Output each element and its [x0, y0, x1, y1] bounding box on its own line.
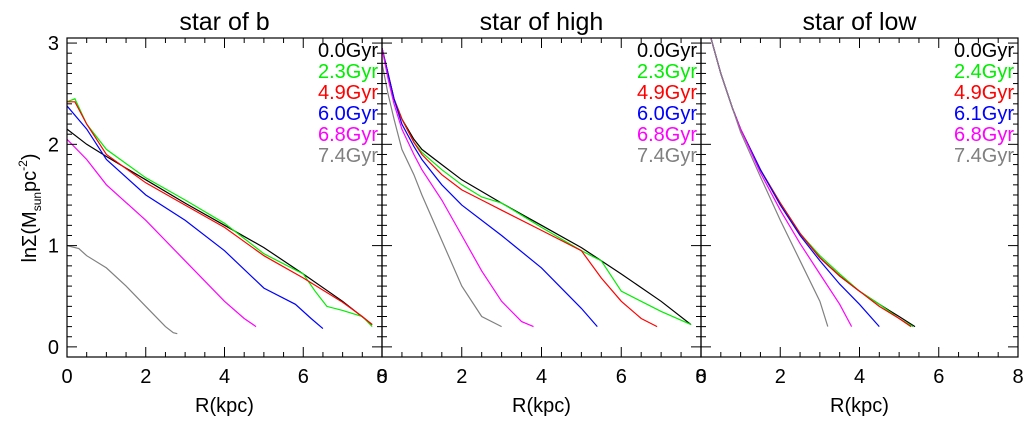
x-tick-label: 8 — [1012, 366, 1023, 388]
series-line-7.4Gyr — [710, 38, 829, 327]
legend-entry-7.4Gyr: 7.4Gyr — [954, 145, 1014, 167]
legend-entry-0.0Gyr: 0.0Gyr — [318, 40, 378, 62]
x-tick-label: 0 — [695, 366, 706, 388]
legend-entry-6.8Gyr: 6.8Gyr — [637, 124, 697, 146]
series-line-4.9Gyr — [382, 47, 658, 328]
x-tick-label: 2 — [140, 366, 151, 388]
series-line-2.4Gyr — [710, 38, 914, 328]
legend-entry-6.8Gyr: 6.8Gyr — [954, 124, 1014, 146]
y-tick-label: 2 — [48, 134, 59, 156]
series-line-6.1Gyr — [710, 38, 880, 327]
y-tick-label: 1 — [48, 236, 59, 258]
panel-2: 0 2 4 6 8 star of high R(kpc) 0.0Gyr2.3Gyr4.9Gy… — [376, 8, 706, 417]
legend-entry-7.4Gyr: 7.4Gyr — [637, 145, 697, 167]
legend-entry-4.9Gyr: 4.9Gyr — [637, 82, 697, 104]
x-tick-label: 6 — [298, 366, 309, 388]
y-tick-label: 3 — [48, 33, 59, 55]
x-tick-label: 4 — [536, 366, 547, 388]
y-axis-label: lnΣ(Msunpc-2) — [16, 153, 44, 262]
x-tick-label: 8 — [695, 366, 706, 388]
series-line-6.8Gyr — [67, 138, 257, 328]
series-line-6.8Gyr — [710, 38, 853, 327]
series-line-6.8Gyr — [382, 47, 534, 328]
x-tick-label: 4 — [854, 366, 865, 388]
series-lines — [67, 98, 373, 335]
series-lines — [710, 38, 916, 328]
legend-entry-2.3Gyr: 2.3Gyr — [637, 61, 697, 83]
legend-entry-2.4Gyr: 2.4Gyr — [954, 61, 1014, 83]
panel-3: 0 2 4 6 8 star of low R(kpc) 0.0Gyr2.4Gyr4.9Gyr… — [695, 8, 1023, 417]
legend-entry-6.8Gyr: 6.8Gyr — [318, 124, 378, 146]
x-axis-label: R(kpc) — [512, 395, 571, 417]
series-line-6.0Gyr — [67, 105, 324, 330]
series-line-0.0Gyr — [67, 128, 373, 326]
x-axis-label: R(kpc) — [195, 395, 254, 417]
y-tick-label: 0 — [48, 337, 59, 359]
panel-title: star of low — [803, 8, 918, 36]
series-line-7.4Gyr — [382, 63, 502, 328]
series-line-6.0Gyr — [382, 47, 598, 327]
series-line-7.4Gyr — [67, 245, 178, 335]
x-tick-label: 8 — [376, 366, 387, 388]
x-tick-label: 6 — [616, 366, 627, 388]
series-line-4.9Gyr — [67, 101, 373, 326]
x-tick-label: 6 — [933, 366, 944, 388]
legend-entry-6.0Gyr: 6.0Gyr — [637, 103, 697, 125]
legend-entry-6.1Gyr: 6.1Gyr — [954, 103, 1014, 125]
legend-entry-2.3Gyr: 2.3Gyr — [318, 61, 378, 83]
legend-entry-0.0Gyr: 0.0Gyr — [637, 40, 697, 62]
series-lines — [382, 47, 692, 328]
panel-title: star of b — [179, 8, 269, 36]
x-axis-label: R(kpc) — [830, 395, 889, 417]
x-tick-label: 0 — [61, 366, 72, 388]
x-tick-label: 4 — [219, 366, 230, 388]
legend-entry-4.9Gyr: 4.9Gyr — [954, 82, 1014, 104]
legend-entry-6.0Gyr: 6.0Gyr — [318, 103, 378, 125]
series-line-0.0Gyr — [710, 38, 916, 328]
legend-entry-0.0Gyr: 0.0Gyr — [954, 40, 1014, 62]
legend-entry-4.9Gyr: 4.9Gyr — [318, 82, 378, 104]
x-tick-label: 2 — [456, 366, 467, 388]
panel-title: star of high — [480, 8, 604, 36]
x-tick-label: 0 — [376, 366, 387, 388]
legend-entry-7.4Gyr: 7.4Gyr — [318, 145, 378, 167]
x-tick-label: 2 — [775, 366, 786, 388]
